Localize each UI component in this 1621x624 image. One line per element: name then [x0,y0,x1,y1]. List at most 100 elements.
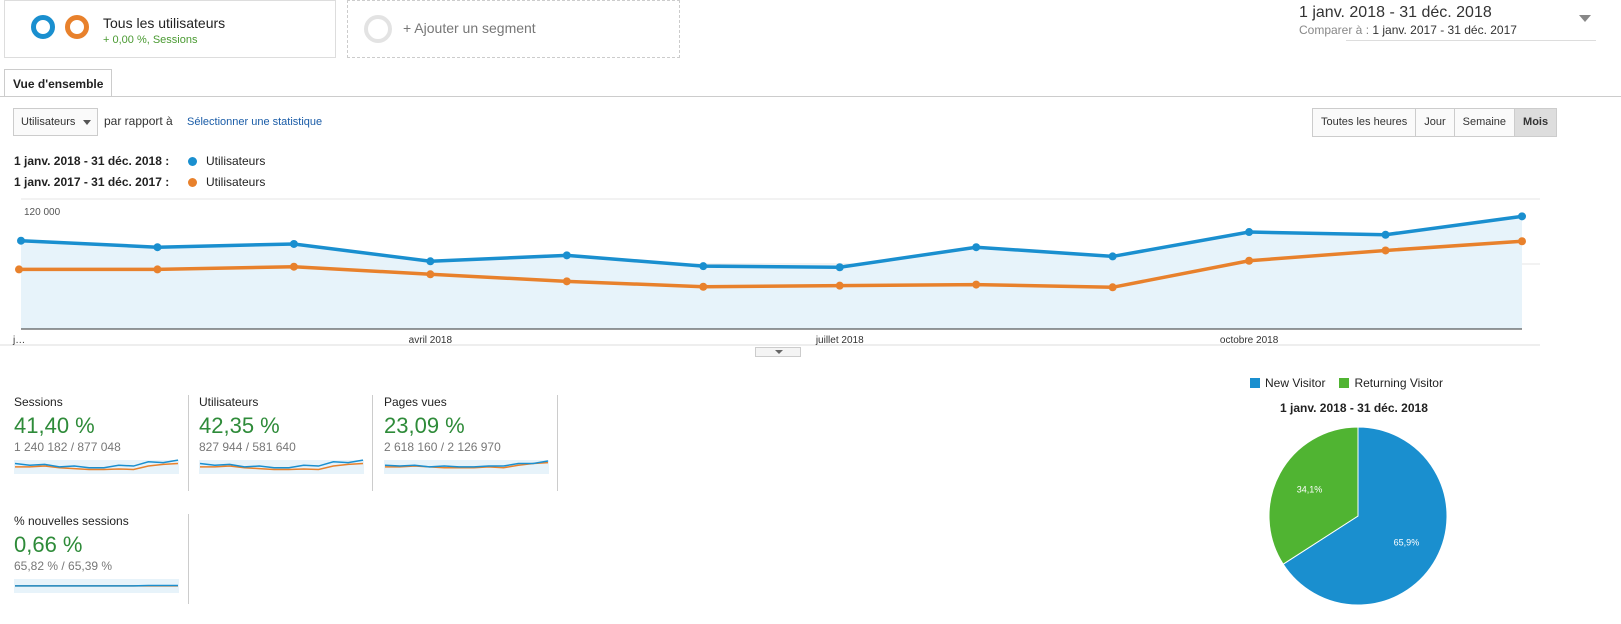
sparkline-previous [15,462,179,471]
scorecard-sub: 827 944 / 581 640 [199,440,296,454]
pie-legend-label: New Visitor [1265,376,1326,390]
data-point [835,263,844,272]
scorecard-divider [372,395,373,491]
sparkline-current [199,459,364,469]
x-tick-label: j… [12,335,25,346]
data-point [289,262,298,271]
pie-slice-label: 34,1% [1297,485,1323,495]
legend-dot-icon [188,156,197,166]
series-line-previous [21,239,1523,290]
sparkline [384,460,549,474]
date-range-main: 1 janv. 2018 - 31 déc. 2018 [1299,4,1492,21]
data-point [699,282,708,291]
pie-legend-item[interactable]: Returning Visitor [1339,376,1443,390]
data-point [1108,283,1117,292]
legend-row-previous: 1 janv. 2017 - 31 déc. 2017 : Utilisateu… [14,175,265,189]
add-segment-label: + Ajouter un segment [403,20,536,36]
pie-slice [1282,426,1448,606]
sparkline-current [384,460,549,468]
time-granularity-group: Toutes les heures Jour Semaine Mois [1312,108,1558,137]
scorecard-users[interactable]: Utilisateurs 42,35 % 827 944 / 581 640 [199,395,374,474]
scorecard-sub: 2 618 160 / 2 126 970 [384,440,501,454]
select-metric-link[interactable]: Sélectionner une statistique [187,116,323,128]
data-point [1381,246,1390,255]
data-point [1108,252,1117,261]
data-point [15,265,23,274]
x-tick-label: juillet 2018 [815,335,864,346]
date-range-underline [1346,40,1596,41]
legend-row-current: 1 janv. 2018 - 31 déc. 2018 : Utilisateu… [14,154,265,168]
segment-title: Tous les utilisateurs [103,15,226,31]
sparkline [14,579,179,593]
data-point [1381,230,1390,239]
pie-legend: New Visitor Returning Visitor [1250,376,1443,390]
tab-overview[interactable]: Vue d'ensemble [4,69,113,97]
add-segment-button[interactable]: + Ajouter un segment [347,0,680,58]
scorecard-label: Pages vues [384,395,447,409]
series-line-current [20,214,1523,270]
sparkline-previous [200,462,364,471]
scorecard-label: Sessions [14,395,63,409]
pie-title: 1 janv. 2018 - 31 déc. 2018 [1280,401,1428,415]
data-point [289,239,298,248]
chevron-down-icon[interactable] [1579,15,1591,22]
time-button-day[interactable]: Jour [1416,109,1455,136]
sparkline [199,459,364,474]
scorecard-divider [188,514,189,604]
chevron-down-icon [83,120,91,125]
data-point [562,251,571,260]
metric-select[interactable]: Utilisateurs [13,108,98,136]
data-point [1245,256,1254,265]
data-point [426,257,435,266]
segment-ring-icon [31,15,55,39]
x-tick-label: avril 2018 [409,335,453,346]
segment-subtitle: + 0,00 %, Sessions [103,34,198,46]
vs-label: par rapport à [104,114,173,128]
data-point [835,281,844,290]
series-area-current [21,216,1522,329]
data-point [153,265,162,274]
compare-label: Comparer à : [1299,23,1370,37]
pie-legend-item[interactable]: New Visitor [1250,376,1325,390]
chart-collapse-toggle[interactable] [755,347,801,357]
scorecard-pageviews[interactable]: Pages vues 23,09 % 2 618 160 / 2 126 970 [384,395,559,474]
time-button-month[interactable]: Mois [1515,109,1557,136]
legend-metric: Utilisateurs [206,154,266,168]
scorecard-new-sessions[interactable]: % nouvelles sessions 0,66 % 65,82 % / 65… [14,514,189,593]
y-tick-label: 120 000 [24,207,61,218]
time-button-hourly[interactable]: Toutes les heures [1313,109,1417,136]
data-point [426,270,435,279]
data-point [1518,212,1526,221]
data-point [153,243,162,252]
date-range-picker[interactable]: 1 janv. 2018 - 31 déc. 2018 Comparer à :… [1299,4,1526,37]
scorecard-sessions[interactable]: Sessions 41,40 % 1 240 182 / 877 048 [14,395,189,474]
empty-segment-icon [364,15,392,43]
data-point [1518,237,1526,246]
metric-select-value: Utilisateurs [21,116,76,128]
visitor-type-pie-chart[interactable]: 65,9% 34,1% [1268,426,1448,624]
scorecard-label: Utilisateurs [199,395,259,409]
segment-card-all-users[interactable]: Tous les utilisateurs + 0,00 %, Sessions [4,0,336,58]
legend-range: 1 janv. 2018 - 31 déc. 2018 : [14,154,170,168]
chevron-down-icon [775,350,783,354]
data-point [972,243,981,252]
x-tick-label: octobre 2018 [1220,335,1279,346]
sparkline-current [14,459,179,469]
tab-divider [0,96,1621,97]
sparkline [14,459,179,474]
pie-legend-label: Returning Visitor [1354,376,1443,390]
time-button-week[interactable]: Semaine [1454,109,1516,136]
legend-metric: Utilisateurs [206,175,266,189]
scorecard-sub: 1 240 182 / 877 048 [14,440,121,454]
legend-square-icon [1250,378,1260,388]
sparkline-previous [385,461,549,469]
scorecard-value: 23,09 % [384,413,465,438]
scorecard-label: % nouvelles sessions [14,514,129,528]
legend-dot-icon [188,177,197,187]
scorecard-value: 42,35 % [199,413,280,438]
scorecard-value: 0,66 % [14,532,83,557]
data-point [562,277,571,286]
compare-value: 1 janv. 2017 - 31 déc. 2017 [1372,23,1517,37]
pie-slice [1268,426,1359,565]
